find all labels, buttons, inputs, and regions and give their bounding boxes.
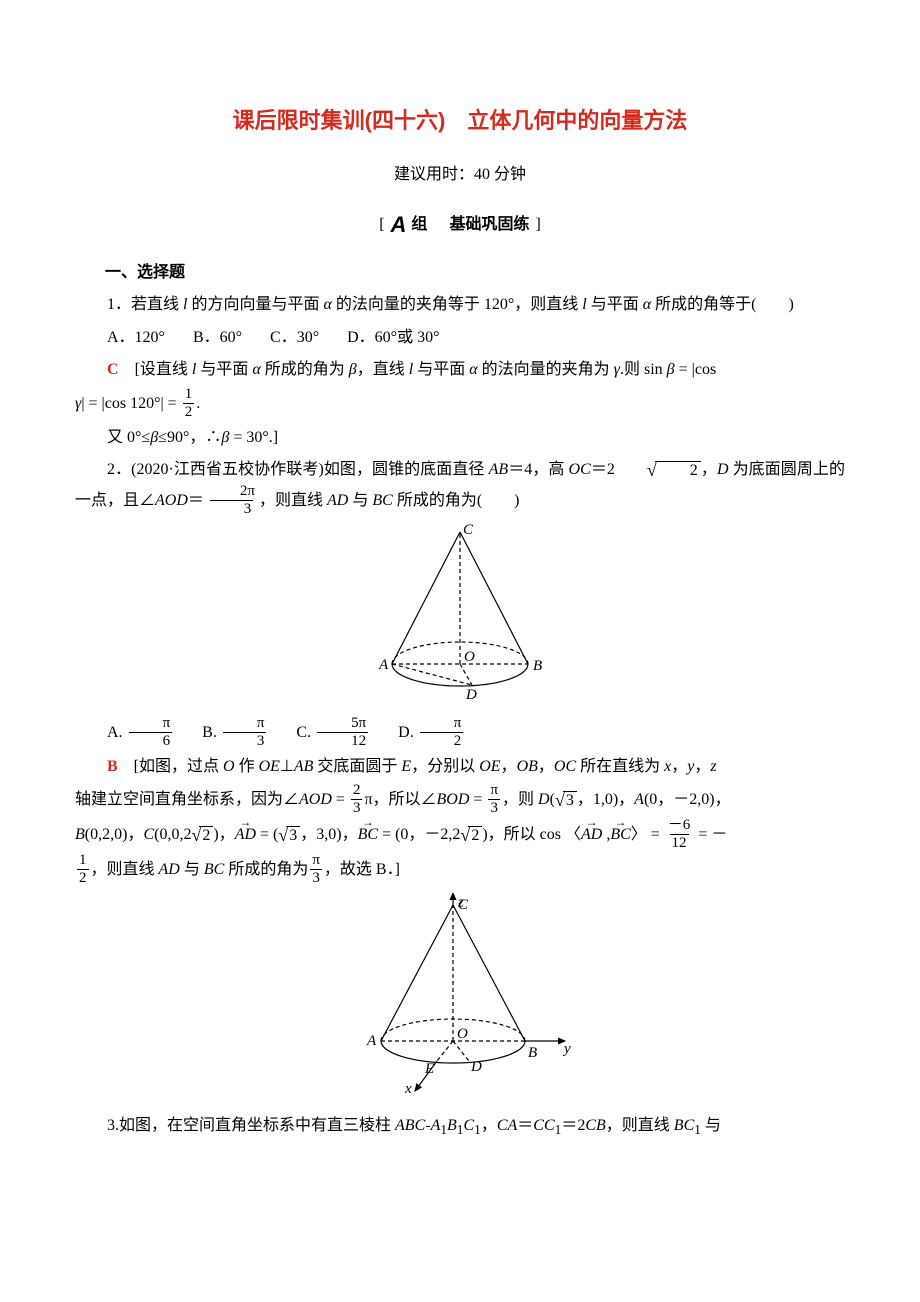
page-title: 课后限时集训(四十六) 立体几何中的向量方法 — [75, 100, 845, 142]
cone-figure-2: A B C D E O x y z — [75, 893, 845, 1104]
group-letter: A — [391, 204, 406, 246]
q1-solution-line2: γ| = |cos 120°| = 12. — [75, 388, 845, 421]
svg-text:D: D — [470, 1059, 482, 1075]
svg-text:O: O — [457, 1026, 468, 1042]
q2-options: A. π6 B. π3 C. 5π12 D. π2 — [75, 717, 845, 750]
q3-stem: 3.如图，在空间直角坐标系中有直三棱柱 ABC-A1B1C1，CA＝CC1＝2C… — [75, 1111, 845, 1143]
q1-answer: C — [107, 361, 119, 378]
svg-text:x: x — [404, 1081, 412, 1093]
svg-text:B: B — [533, 658, 542, 674]
part-heading-choice: 一、选择题 — [105, 258, 845, 288]
svg-text:z: z — [457, 895, 464, 911]
svg-text:C: C — [463, 524, 474, 538]
q1-optC: C．30° — [270, 329, 319, 346]
q2-solution-line4: 12，则直线 AD 与 BC 所成的角为π3，故选 B．] — [75, 854, 845, 887]
q2-solution-line2: 轴建立空间直角坐标系，因为∠AOD = 23π，所以∠BOD = π3，则 D(… — [75, 784, 845, 817]
q1-solution-line3: 又 0°≤β≤90°，∴β = 30°.] — [75, 423, 845, 453]
cone-figure-1: A B C D O — [75, 524, 845, 710]
bracket-left: [ — [379, 210, 384, 240]
q1-optD: D．60°或 30° — [347, 329, 439, 346]
q1-options: A．120° B．60° C．30° D．60°或 30° — [75, 323, 845, 353]
svg-text:y: y — [562, 1041, 571, 1057]
q2-answer: B — [107, 758, 118, 775]
svg-text:D: D — [465, 687, 477, 699]
group-word: 组 — [411, 210, 427, 240]
q1-optB: B．60° — [193, 329, 242, 346]
q2-solution-line1: B [如图，过点 O 作 OE⊥AB 交底面圆于 E，分别以 OE，OB，OC … — [75, 752, 845, 782]
svg-text:O: O — [464, 649, 475, 665]
section-header: [ A 组 基础巩固练 ] — [75, 204, 845, 246]
time-suggestion: 建议用时：40 分钟 — [75, 160, 845, 190]
q1-stem: 1．若直线 l 的方向向量与平面 α 的法向量的夹角等于 120°，则直线 l … — [75, 290, 845, 320]
svg-text:B: B — [528, 1045, 537, 1061]
svg-text:A: A — [366, 1033, 377, 1049]
q2-solution-line3: B(0,2,0)，C(0,0,2√2)，AD = (√3，3,0)，BC = (… — [75, 819, 845, 852]
bracket-right: ] — [535, 210, 540, 240]
q1-solution-line1: C [设直线 l 与平面 α 所成的角为 β，直线 l 与平面 α 的法向量的夹… — [75, 355, 845, 385]
q2-stem: 2．(2020·江西省五校协作联考)如图，圆锥的底面直径 AB＝4，高 OC＝2… — [75, 455, 845, 518]
group-title: 基础巩固练 — [449, 210, 529, 240]
svg-text:A: A — [378, 657, 389, 673]
q1-optA: A．120° — [107, 329, 165, 346]
svg-text:E: E — [424, 1061, 434, 1077]
